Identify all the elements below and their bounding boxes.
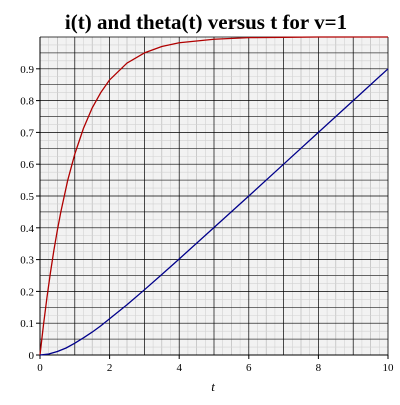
x-tick-label: 6 (246, 362, 252, 374)
x-tick-label: 10 (383, 362, 395, 374)
y-tick-label: 0.6 (20, 159, 34, 171)
y-tick-label: 0.8 (20, 96, 34, 108)
x-tick-label: 8 (316, 362, 322, 374)
axes (36, 37, 389, 359)
y-tick-label: 0.4 (20, 223, 34, 235)
y-tick-label: 0.2 (20, 286, 34, 298)
series-line-blue (39, 68, 389, 356)
chart-title: i(t) and theta(t) versus t for v=1 (65, 10, 347, 34)
x-tick-label: 0 (37, 362, 43, 374)
x-tick-label: 4 (176, 362, 182, 374)
x-axis-label: t (211, 379, 215, 394)
x-tick-label: 2 (107, 362, 113, 374)
tick-labels: 0 2 4 6 8 10 0 0.1 0.2 0.3 0.4 0.5 0.6 0.7 0.8 0.9 (20, 64, 394, 374)
grid (40, 36, 389, 355)
y-tick-label: 0.7 (20, 127, 34, 139)
y-tick-label: 0.1 (20, 318, 34, 330)
y-tick-label: 0.5 (20, 191, 34, 203)
y-tick-label: 0.3 (20, 255, 34, 267)
y-tick-label: 0.9 (20, 64, 34, 76)
series-line-red (39, 36, 388, 356)
series (39, 36, 389, 356)
y-tick-label: 0 (29, 350, 35, 362)
